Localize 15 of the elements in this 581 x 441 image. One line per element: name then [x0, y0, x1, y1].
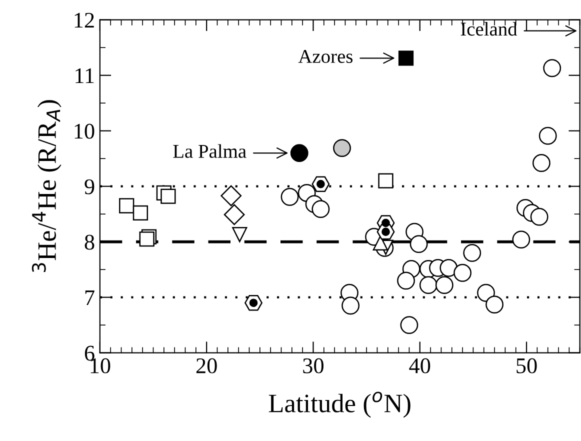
- x-axis-title: Latitude ($^{o}$N): [268, 392, 410, 418]
- y-tick-label: 12: [74, 12, 94, 28]
- y-tick-label: 11: [76, 68, 94, 84]
- annotation: La Palma: [173, 144, 246, 158]
- x-tick-label: 30: [303, 358, 324, 374]
- annotation: Azores: [298, 50, 353, 63]
- annotation: Iceland: [460, 22, 518, 36]
- x-tick-label: 20: [196, 358, 217, 374]
- y-tick-label: 8: [84, 234, 94, 250]
- x-tick-label: 50: [516, 358, 537, 374]
- y-axis-title: $^{3}$He/$^{4}$He (R/R$_{A}$): [32, 100, 62, 272]
- y-tick-label: 10: [74, 124, 94, 139]
- y-tick-label: 7: [85, 290, 94, 306]
- y-tick-label: 9: [84, 179, 94, 194]
- x-tick-label: 40: [409, 358, 430, 374]
